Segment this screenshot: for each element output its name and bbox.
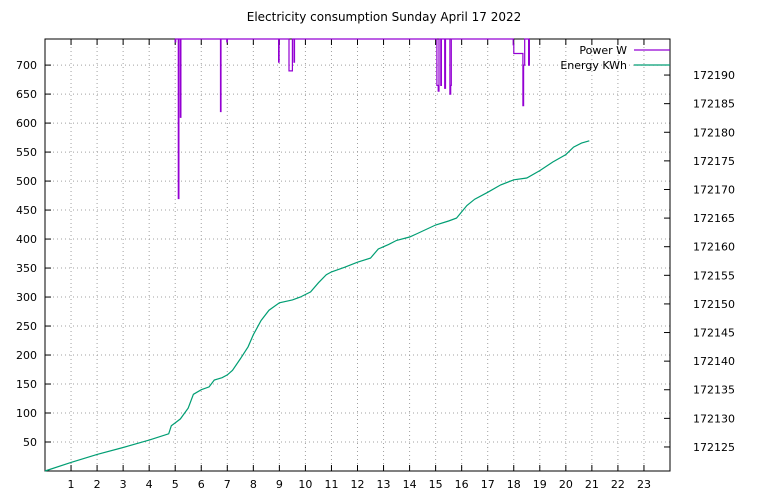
x-tick-label: 12 (351, 478, 365, 491)
y2-tick-label: 172150 (693, 298, 735, 311)
y2-tick-label: 172180 (693, 126, 735, 139)
x-tick-label: 13 (377, 478, 391, 491)
y-tick-label: 700 (16, 59, 37, 72)
x-tick-label: 6 (198, 478, 205, 491)
legend-label-energy: Energy KWh (560, 59, 627, 72)
x-tick-label: 1 (68, 478, 75, 491)
x-tick-label: 20 (559, 478, 573, 491)
x-tick-label: 10 (298, 478, 312, 491)
y2-tick-label: 172145 (693, 327, 735, 340)
y-tick-label: 650 (16, 88, 37, 101)
x-tick-label: 17 (481, 478, 495, 491)
y2-tick-label: 172165 (693, 212, 735, 225)
y-tick-label: 550 (16, 146, 37, 159)
x-tick-label: 2 (94, 478, 101, 491)
y2-tick-label: 172160 (693, 241, 735, 254)
y2-tick-label: 172140 (693, 355, 735, 368)
y-tick-label: 200 (16, 349, 37, 362)
y2-tick-label: 172135 (693, 384, 735, 397)
y-tick-label: 350 (16, 262, 37, 275)
series-line-energy (44, 140, 590, 472)
y2-tick-label: 172175 (693, 155, 735, 168)
x-tick-label: 9 (276, 478, 283, 491)
x-tick-label: 3 (120, 478, 127, 491)
y-tick-label: 400 (16, 233, 37, 246)
y-tick-label: 300 (16, 291, 37, 304)
y2-tick-label: 172170 (693, 183, 735, 196)
y-tick-label: 450 (16, 204, 37, 217)
y-tick-label: 600 (16, 117, 37, 130)
x-tick-label: 19 (533, 478, 547, 491)
chart-title: Electricity consumption Sunday April 17 … (246, 10, 522, 24)
x-tick-label: 14 (403, 478, 417, 491)
y2-tick-label: 172190 (693, 69, 735, 82)
x-tick-label: 5 (172, 478, 179, 491)
x-tick-label: 21 (585, 478, 599, 491)
x-tick-label: 23 (637, 478, 651, 491)
y2-tick-label: 172185 (693, 98, 735, 111)
x-tick-label: 16 (455, 478, 469, 491)
y-tick-label: 250 (16, 320, 37, 333)
y-tick-label: 50 (23, 436, 37, 449)
y2-tick-label: 172125 (693, 441, 735, 454)
legend-label-power: Power W (579, 44, 627, 57)
x-tick-label: 18 (507, 478, 521, 491)
series-line-power (174, 38, 531, 200)
y2-tick-label: 172155 (693, 269, 735, 282)
x-tick-label: 22 (611, 478, 625, 491)
y2-tick-label: 172130 (693, 412, 735, 425)
x-tick-label: 15 (429, 478, 443, 491)
y-tick-label: 100 (16, 407, 37, 420)
y-tick-label: 150 (16, 378, 37, 391)
x-tick-label: 7 (224, 478, 231, 491)
y-tick-label: 500 (16, 175, 37, 188)
x-tick-label: 8 (250, 478, 257, 491)
x-tick-label: 11 (324, 478, 338, 491)
x-tick-label: 4 (146, 478, 153, 491)
